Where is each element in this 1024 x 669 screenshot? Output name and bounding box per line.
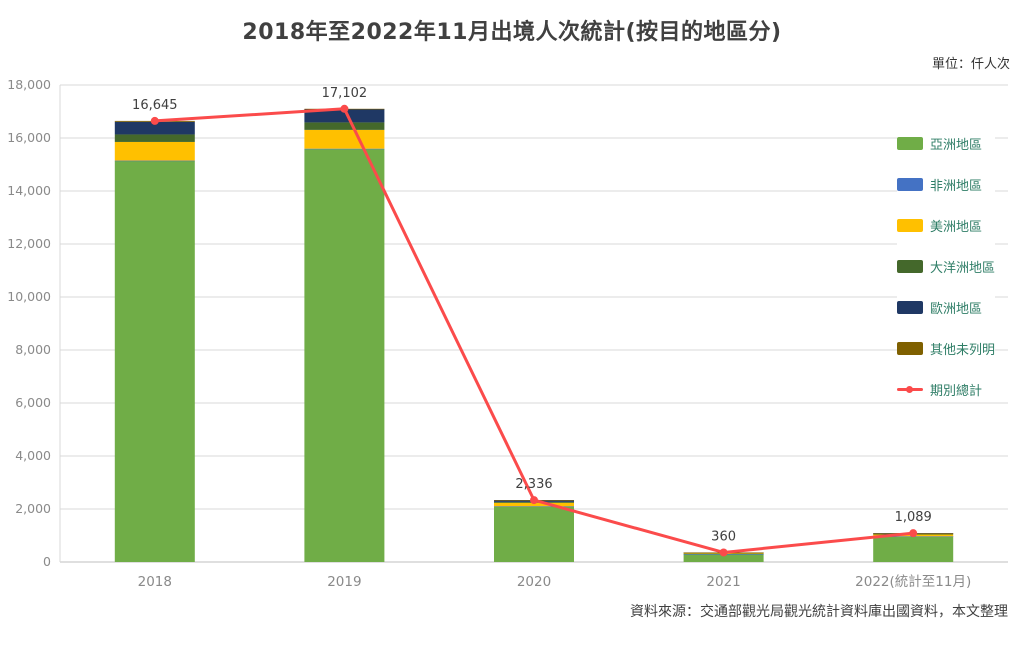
legend-item-oceania: 大洋洲地區: [897, 255, 995, 277]
chart-canvas: 0 2,000 4,000 6,000 8,000 10,000 12,000 14,000 1…: [7, 77, 1008, 590]
legend-label-europe: 歐洲地區: [930, 301, 983, 317]
svg-text:8,000: 8,000: [15, 342, 51, 357]
svg-text:2,000: 2,000: [15, 501, 51, 516]
stacked-bars: [114, 108, 954, 562]
legend-item-americas: 美洲地區: [897, 214, 995, 236]
svg-text:12,000: 12,000: [7, 236, 51, 251]
y-axis-labels: 0 2,000 4,000 6,000 8,000 10,000 12,000 14,000 1…: [7, 77, 51, 569]
source-note: 資料來源：交通部觀光局觀光統計資料庫出國資料，本文整理: [630, 604, 1008, 620]
svg-text:0: 0: [43, 554, 51, 569]
legend-label-other: 其他未列明: [930, 342, 996, 358]
legend-item-asia: 亞洲地區: [897, 132, 995, 154]
legend-label-africa: 非洲地區: [930, 178, 983, 194]
svg-text:2,336: 2,336: [515, 477, 552, 492]
legend-label-asia: 亞洲地區: [930, 137, 983, 153]
svg-text:4,000: 4,000: [15, 448, 51, 463]
svg-text:16,645: 16,645: [132, 98, 178, 113]
legend-label-oceania: 大洋洲地區: [930, 260, 996, 276]
legend-item-total-line: 期別總計: [897, 378, 995, 400]
chart-title: 2018年至2022年11月出境人次統計(按目的地區分): [242, 20, 782, 45]
x-axis-labels: 2018 2019 2020 2021 2022(統計至11月): [138, 574, 972, 590]
legend-swatch-asia: [897, 136, 923, 150]
legend-item-other: 其他未列明: [897, 337, 995, 359]
line-data-labels: 16,645 17,102 2,336 360 1,089: [132, 86, 932, 545]
legend: 亞洲地區 非洲地區 美洲地區 大洋洲地區 歐洲地區 其他未列明 期別總計: [897, 132, 996, 400]
legend-line-marker-icon: [897, 383, 923, 396]
svg-text:2022(統計至11月): 2022(統計至11月): [855, 574, 971, 590]
svg-text:1,089: 1,089: [895, 510, 932, 525]
svg-text:16,000: 16,000: [7, 130, 51, 145]
legend-swatch-europe: [897, 300, 923, 314]
legend-label-americas: 美洲地區: [930, 219, 983, 235]
legend-swatch-americas: [897, 218, 923, 232]
legend-item-africa: 非洲地區: [897, 173, 995, 195]
legend-item-europe: 歐洲地區: [897, 296, 995, 318]
svg-text:14,000: 14,000: [7, 183, 51, 198]
legend-swatch-africa: [897, 177, 923, 191]
legend-swatch-oceania: [897, 259, 923, 273]
svg-text:6,000: 6,000: [15, 395, 51, 410]
svg-text:2020: 2020: [517, 574, 551, 590]
svg-text:10,000: 10,000: [7, 289, 51, 304]
total-line: [150, 104, 918, 557]
svg-text:2021: 2021: [706, 574, 740, 590]
svg-text:360: 360: [711, 529, 736, 544]
svg-text:2019: 2019: [327, 574, 361, 590]
svg-text:2018: 2018: [138, 574, 172, 590]
svg-text:17,102: 17,102: [322, 86, 368, 101]
legend-line-dot: [906, 385, 913, 393]
legend-swatch-other: [897, 341, 923, 355]
svg-text:18,000: 18,000: [7, 77, 51, 92]
legend-label-total: 期別總計: [930, 383, 983, 399]
unit-label: 單位：仟人次: [931, 57, 1010, 72]
